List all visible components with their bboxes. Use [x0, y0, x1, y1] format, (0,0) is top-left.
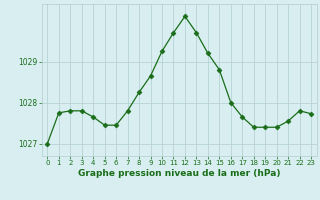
X-axis label: Graphe pression niveau de la mer (hPa): Graphe pression niveau de la mer (hPa): [78, 169, 280, 178]
